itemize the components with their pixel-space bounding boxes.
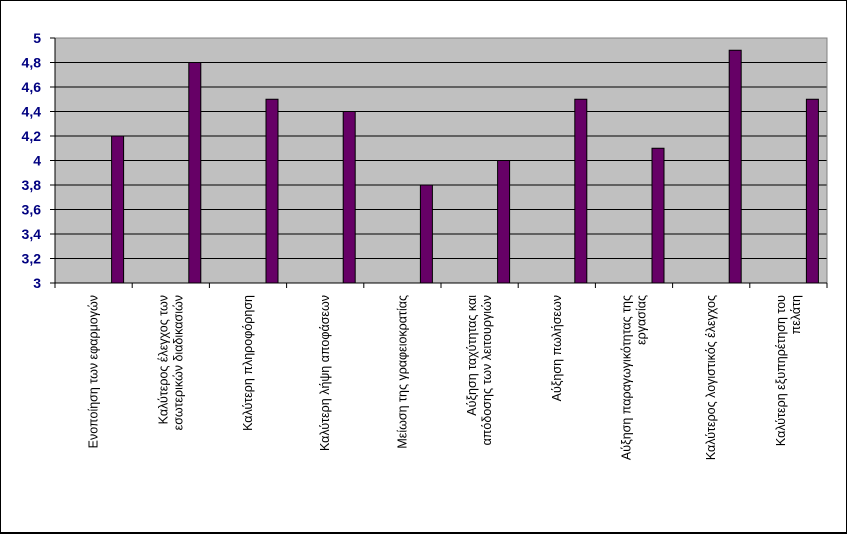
y-tick-label: 4 xyxy=(33,153,41,169)
x-tick-label: Καλύτερη εξυπηρέτηση του xyxy=(774,295,788,446)
x-tick-label-group: Καλύτερος λογιστικός έλεγχος xyxy=(704,295,718,460)
bar xyxy=(574,98,588,284)
x-tick-label: Ενοποίηση των εφαρμογών xyxy=(87,295,101,448)
x-tick-label: απόδοσης των λειτουργιών xyxy=(480,295,494,445)
bar xyxy=(265,98,279,284)
x-tick-label-group: Αύξηση ταχύτητας και απόδοσης των λειτουρ… xyxy=(465,295,494,446)
y-tick-label: 4,2 xyxy=(22,128,42,144)
y-tick-label: 3,8 xyxy=(22,177,42,193)
x-tick-label: Καλύτερος λογιστικός έλεγχος xyxy=(704,295,718,460)
bar xyxy=(805,98,819,284)
y-tick-label: 5 xyxy=(33,30,41,46)
x-tick-label-group: Μείωση της γραφειοκρατίας xyxy=(395,295,409,449)
bar xyxy=(728,49,742,284)
x-tick-label: Αύξηση ταχύτητας και xyxy=(465,295,479,416)
x-tick-label: εσωτερικών διαδικασιών xyxy=(171,295,185,430)
bar xyxy=(111,135,125,284)
y-tick-label: 3,2 xyxy=(22,251,42,267)
bar xyxy=(188,62,202,284)
x-tick-label: εργασίας xyxy=(635,295,649,345)
x-tick-label-group: Ενοποίηση των εφαρμογών xyxy=(87,295,101,448)
y-tick-label: 4,8 xyxy=(22,55,42,71)
y-tick-label: 3 xyxy=(33,275,41,291)
bar xyxy=(651,147,665,284)
x-tick-label: Καλύτερη λήψη αποφάσεων xyxy=(318,295,332,451)
bar xyxy=(342,111,356,284)
bar xyxy=(497,160,511,284)
x-tick-label-group: Καλύτερη εξυπηρέτηση του πελάτη xyxy=(774,295,803,446)
x-tick-label: Μείωση της γραφειοκρατίας xyxy=(395,295,409,449)
y-tick-label: 4,6 xyxy=(22,79,42,95)
y-tick-label: 3,4 xyxy=(22,226,42,242)
x-tick-label: Καλύτερος έλεγχος των xyxy=(156,295,170,424)
y-tick-label: 3,6 xyxy=(22,202,42,218)
x-tick-label: Καλύτερη πληροφόρηση xyxy=(241,295,255,431)
x-tick-label: πελάτη xyxy=(789,295,803,334)
x-tick-label-group: Καλύτερη πληροφόρηση xyxy=(241,295,255,431)
bar xyxy=(419,184,433,284)
y-tick-label: 4,4 xyxy=(22,104,42,120)
x-tick-label: Αύξηση πωλήσεων xyxy=(550,295,564,401)
x-tick-label-group: Αύξηση πωλήσεων xyxy=(550,295,564,401)
x-tick-label: Αύξηση παραγωγικότητας της xyxy=(620,295,634,460)
x-tick-label-group: Καλύτερη λήψη αποφάσεων xyxy=(318,295,332,451)
x-tick-label-group: Καλύτερος έλεγχος των εσωτερικών διαδικασ… xyxy=(156,295,185,430)
x-tick-label-group: Αύξηση παραγωγικότητας της εργασίας xyxy=(620,295,649,460)
